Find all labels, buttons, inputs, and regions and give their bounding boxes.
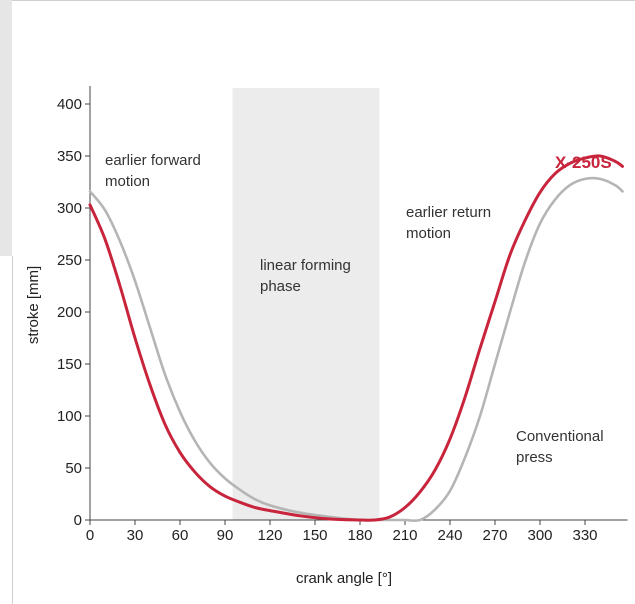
x-tick-label-330: 330 <box>572 527 597 544</box>
y-tick-label-400: 400 <box>57 96 82 113</box>
y-tick-label-0: 0 <box>74 512 82 529</box>
annotation-earlier-forward-motion: earlier forward motion <box>105 152 201 190</box>
x-axis-label: crank angle [°] <box>296 570 392 587</box>
x-tick-label-150: 150 <box>302 527 327 544</box>
y-tick-label-150: 150 <box>57 356 82 373</box>
x-tick-label-180: 180 <box>347 527 372 544</box>
y-tick-label-200: 200 <box>57 304 82 321</box>
x-tick-label-120: 120 <box>257 527 282 544</box>
x-tick-label-60: 60 <box>172 527 189 544</box>
y-tick-label-100: 100 <box>57 408 82 425</box>
x250s-line <box>88 154 624 522</box>
annotation-linear-forming-phase: linear forming phase <box>260 257 351 295</box>
series-label-conventional-press: Conventional press <box>516 428 604 466</box>
y-tick-label-300: 300 <box>57 200 82 217</box>
y-tick-label-350: 350 <box>57 148 82 165</box>
annotation-earlier-return-motion: earlier return motion <box>406 204 491 242</box>
x-tick-label-90: 90 <box>217 527 234 544</box>
x-tick-label-210: 210 <box>392 527 417 544</box>
series-label-x250s: X-250S <box>555 153 612 172</box>
side-tab <box>0 0 12 256</box>
y-tick-label-50: 50 <box>65 460 82 477</box>
x-tick-label-270: 270 <box>482 527 507 544</box>
x-tick-label-300: 300 <box>527 527 552 544</box>
linear-forming-phase-band <box>232 88 380 520</box>
x-tick-label-0: 0 <box>86 527 94 544</box>
y-tick-label-250: 250 <box>57 252 82 269</box>
y-axis-label: stroke [mm] <box>25 266 42 344</box>
x-tick-label-240: 240 <box>437 527 462 544</box>
x-tick-label-30: 30 <box>127 527 144 544</box>
